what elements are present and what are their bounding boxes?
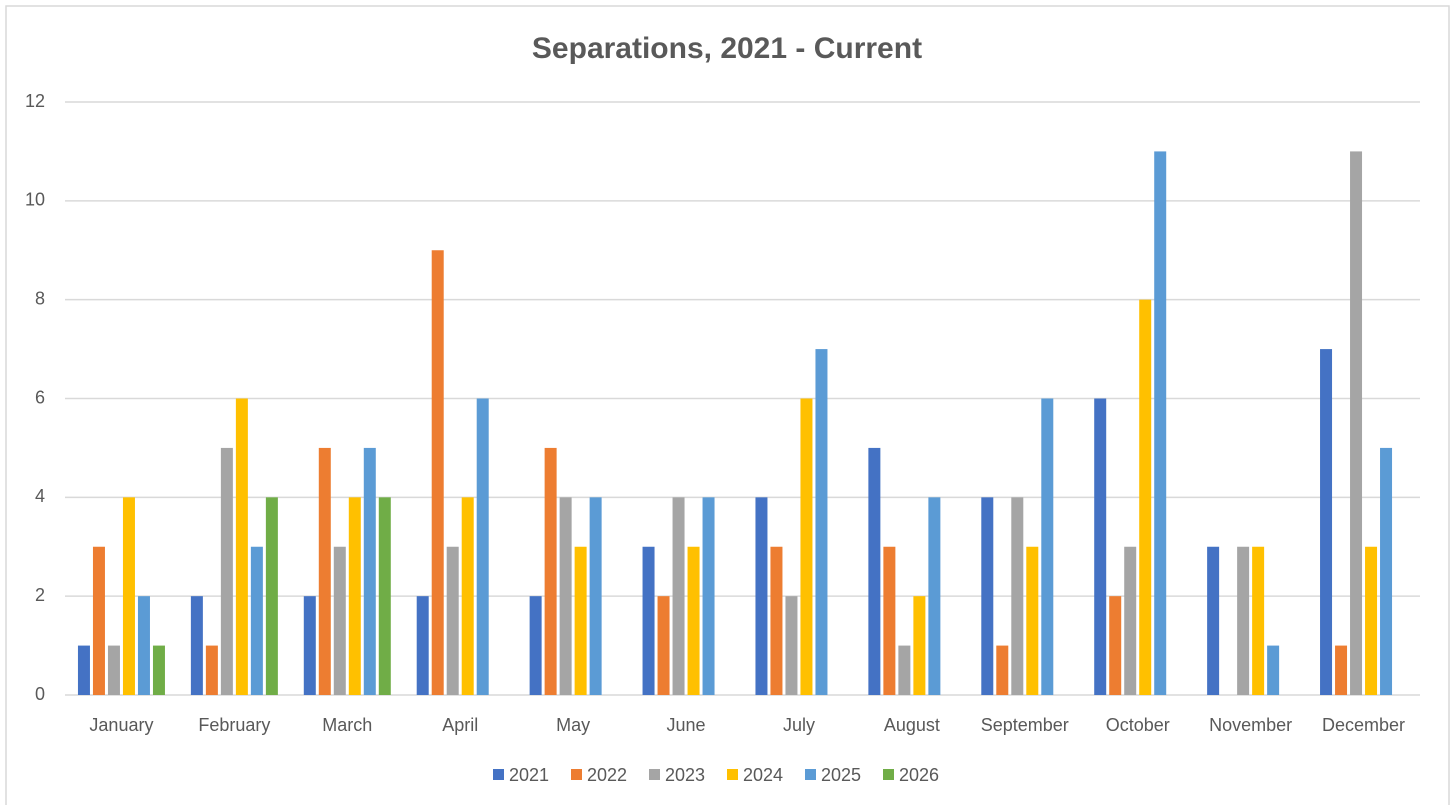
bar — [250, 546, 263, 695]
bar — [657, 596, 670, 695]
bar — [996, 645, 1009, 695]
bar — [1041, 398, 1054, 695]
bar — [363, 447, 376, 695]
legend-swatch — [493, 769, 504, 780]
bar — [1237, 546, 1250, 695]
bar — [687, 546, 700, 695]
bar — [642, 546, 655, 695]
bar — [152, 645, 165, 695]
bar — [1094, 398, 1107, 695]
bar — [122, 497, 135, 695]
bar — [800, 398, 813, 695]
bar — [574, 546, 587, 695]
bar — [220, 447, 233, 695]
legend-swatch — [571, 769, 582, 780]
bar — [235, 398, 248, 695]
bar — [378, 497, 391, 695]
bar — [1335, 645, 1348, 695]
bar — [868, 447, 881, 695]
bar — [1124, 546, 1137, 695]
legend-label: 2025 — [821, 765, 861, 785]
x-tick-label: October — [1106, 715, 1170, 735]
chart-title: Separations, 2021 - Current — [532, 32, 922, 65]
bar — [1109, 596, 1122, 695]
x-tick-label: August — [884, 715, 940, 735]
bar — [77, 645, 90, 695]
bar — [913, 596, 926, 695]
y-tick-label: 12 — [25, 91, 45, 111]
bar — [416, 596, 429, 695]
bar — [755, 497, 768, 695]
bar — [770, 546, 783, 695]
bar — [1365, 546, 1378, 695]
x-tick-label: December — [1322, 715, 1405, 735]
bar — [1154, 151, 1167, 695]
bar — [672, 497, 685, 695]
bar — [1207, 546, 1220, 695]
legend-label: 2022 — [587, 765, 627, 785]
bar — [476, 398, 489, 695]
bar — [92, 546, 105, 695]
y-tick-label: 2 — [35, 585, 45, 605]
bar — [348, 497, 361, 695]
x-tick-label: September — [981, 715, 1069, 735]
bar — [702, 497, 715, 695]
x-tick-label: January — [89, 715, 153, 735]
legend-label: 2026 — [899, 765, 939, 785]
y-tick-label: 0 — [35, 684, 45, 704]
bar — [1380, 447, 1393, 695]
legend-swatch — [883, 769, 894, 780]
bar — [431, 250, 444, 695]
x-tick-label: July — [783, 715, 815, 735]
bar — [107, 645, 120, 695]
y-tick-label: 10 — [25, 190, 45, 210]
legend-swatch — [649, 769, 660, 780]
bar — [1026, 546, 1039, 695]
bar — [981, 497, 994, 695]
bar — [446, 546, 459, 695]
bar — [1139, 299, 1152, 695]
legend-swatch — [805, 769, 816, 780]
bar — [461, 497, 474, 695]
bar — [785, 596, 798, 695]
bar — [137, 596, 150, 695]
bar — [1320, 349, 1333, 695]
y-tick-label: 6 — [35, 387, 45, 407]
x-tick-label: November — [1209, 715, 1292, 735]
bar — [559, 497, 572, 695]
bar — [205, 645, 218, 695]
bar — [883, 546, 896, 695]
x-tick-label: February — [198, 715, 270, 735]
bar — [898, 645, 911, 695]
y-tick-label: 8 — [35, 288, 45, 308]
bar — [815, 349, 828, 695]
bar — [1267, 645, 1280, 695]
bar — [333, 546, 346, 695]
bar — [318, 447, 331, 695]
bar — [1350, 151, 1363, 695]
bar — [529, 596, 542, 695]
bar — [589, 497, 602, 695]
legend-label: 2023 — [665, 765, 705, 785]
bar — [265, 497, 278, 695]
legend-label: 2024 — [743, 765, 783, 785]
legend-swatch — [727, 769, 738, 780]
x-tick-label: March — [322, 715, 372, 735]
legend-label: 2021 — [509, 765, 549, 785]
bar — [190, 596, 203, 695]
x-tick-label: April — [442, 715, 478, 735]
bar — [1252, 546, 1265, 695]
bar — [1011, 497, 1024, 695]
bar — [544, 447, 557, 695]
x-tick-label: May — [556, 715, 590, 735]
y-tick-label: 4 — [35, 486, 45, 506]
bar — [303, 596, 316, 695]
x-tick-label: June — [667, 715, 706, 735]
bar — [928, 497, 941, 695]
